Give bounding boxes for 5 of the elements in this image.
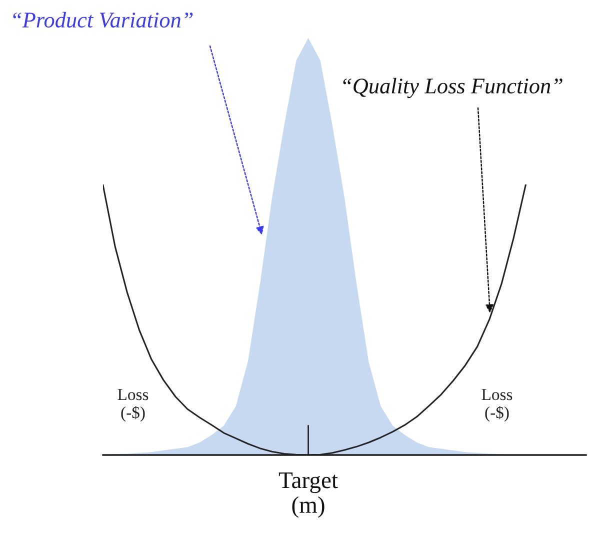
text: “Product Variation”	[13, 12, 193, 28]
annotation: “Quality Loss Function”	[343, 78, 562, 98]
annotation: Loss (-$)	[482, 389, 512, 422]
annotation: Loss (-$)	[118, 389, 148, 422]
text: Target (m)	[278, 472, 338, 518]
